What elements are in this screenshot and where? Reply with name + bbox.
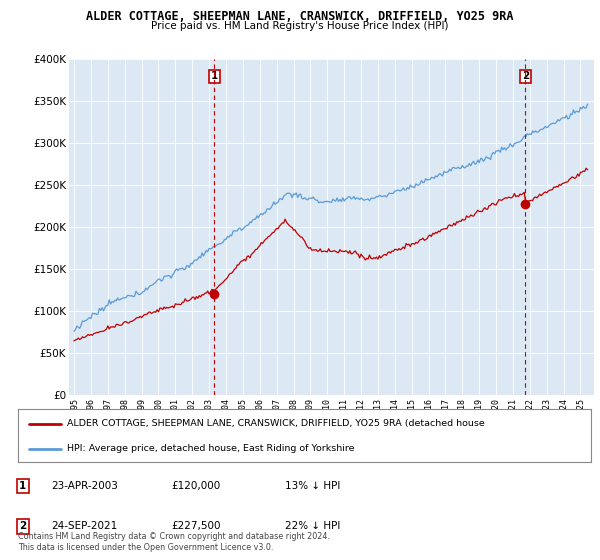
Text: 1: 1 (19, 481, 26, 491)
Text: 2: 2 (19, 521, 26, 531)
Text: £227,500: £227,500 (171, 521, 221, 531)
Text: 1: 1 (211, 71, 218, 81)
Text: ALDER COTTAGE, SHEEPMAN LANE, CRANSWICK, DRIFFIELD, YO25 9RA: ALDER COTTAGE, SHEEPMAN LANE, CRANSWICK,… (86, 10, 514, 23)
Text: Price paid vs. HM Land Registry's House Price Index (HPI): Price paid vs. HM Land Registry's House … (151, 21, 449, 31)
Text: 2: 2 (521, 71, 529, 81)
Text: £120,000: £120,000 (171, 481, 220, 491)
Text: 22% ↓ HPI: 22% ↓ HPI (285, 521, 340, 531)
Text: 23-APR-2003: 23-APR-2003 (51, 481, 118, 491)
Text: 13% ↓ HPI: 13% ↓ HPI (285, 481, 340, 491)
Text: HPI: Average price, detached house, East Riding of Yorkshire: HPI: Average price, detached house, East… (67, 444, 354, 453)
Text: Contains HM Land Registry data © Crown copyright and database right 2024.
This d: Contains HM Land Registry data © Crown c… (18, 532, 330, 552)
Text: ALDER COTTAGE, SHEEPMAN LANE, CRANSWICK, DRIFFIELD, YO25 9RA (detached house: ALDER COTTAGE, SHEEPMAN LANE, CRANSWICK,… (67, 419, 484, 428)
Text: 24-SEP-2021: 24-SEP-2021 (51, 521, 117, 531)
